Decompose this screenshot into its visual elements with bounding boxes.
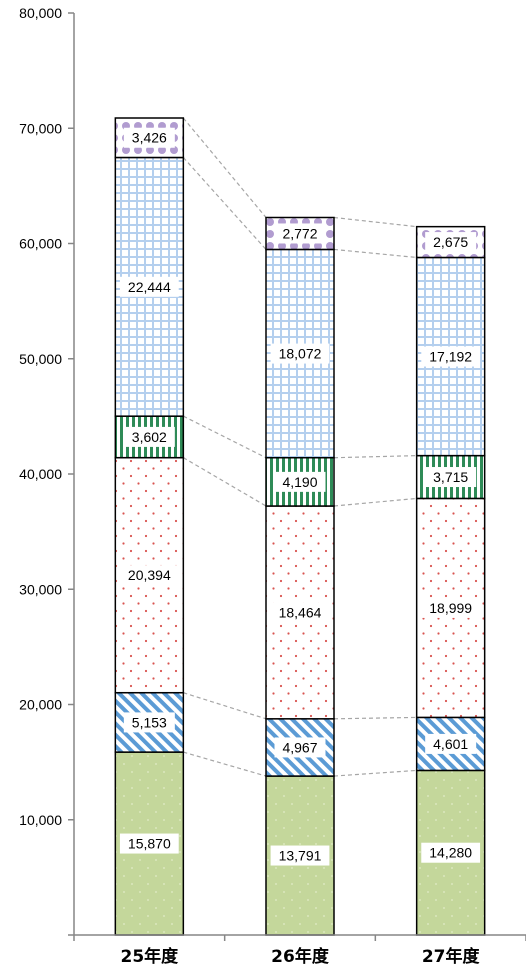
data-label: 18,464 <box>279 604 322 620</box>
connector-line <box>183 692 267 720</box>
data-label: 4,601 <box>433 736 468 752</box>
connector-line <box>182 117 267 218</box>
y-tick-label: 50,000 <box>19 351 62 367</box>
x-tick-label: 27年度 <box>422 946 481 967</box>
data-label: 4,967 <box>282 739 317 755</box>
data-label: 22,444 <box>128 279 171 295</box>
data-label-box <box>119 276 179 297</box>
data-label-box <box>123 127 175 148</box>
data-label-box <box>270 845 330 866</box>
data-label-box <box>270 602 330 623</box>
connector-line <box>183 415 267 459</box>
connector-line <box>183 751 267 777</box>
data-label: 3,426 <box>132 130 167 146</box>
connector-line <box>333 216 417 228</box>
connector-line <box>333 769 417 777</box>
data-label-box <box>274 471 326 492</box>
connector-line <box>333 248 417 259</box>
axes: 10,000 20,000 30,000 40,000 50,000 60,000 70,0… <box>19 5 526 967</box>
data-label-box <box>270 343 330 364</box>
y-tick-label: 10,000 <box>19 812 62 828</box>
data-label: 2,675 <box>433 234 468 250</box>
data-label: 14,280 <box>429 845 472 861</box>
x-tick-label: 26年度 <box>271 946 330 967</box>
data-label: 15,870 <box>128 836 171 852</box>
data-label-box <box>123 712 175 733</box>
bar-stacks: 15,870 13,791 14,280 5,153 4,967 4,601 20,394 1… <box>114 117 486 936</box>
data-label-box <box>421 597 481 618</box>
y-tick-label: 40,000 <box>19 466 62 482</box>
connector-line <box>333 455 417 459</box>
data-label-box <box>274 737 326 758</box>
data-label: 5,153 <box>132 714 167 730</box>
data-label: 20,394 <box>128 567 171 583</box>
data-label: 18,072 <box>279 346 322 362</box>
data-label-box <box>421 842 481 863</box>
data-label-box <box>123 426 175 447</box>
data-label-box <box>425 467 477 488</box>
data-label-box <box>421 346 481 367</box>
data-label: 18,999 <box>429 600 472 616</box>
data-label-box <box>119 565 179 586</box>
connector-line <box>333 497 417 507</box>
y-tick-label: 80,000 <box>19 5 62 21</box>
data-label-box <box>425 733 477 754</box>
data-label: 2,772 <box>282 225 317 241</box>
data-label: 13,791 <box>279 848 322 864</box>
y-tick-label: 70,000 <box>19 120 62 136</box>
connector-line <box>333 716 417 720</box>
y-tick-label: 20,000 <box>19 697 62 713</box>
data-label: 3,602 <box>132 429 167 445</box>
connector-lines <box>182 117 417 777</box>
connector-line <box>183 457 267 507</box>
data-label-box <box>425 232 477 253</box>
y-tick-label: 60,000 <box>19 236 62 252</box>
connector-line <box>182 157 267 250</box>
data-label-box <box>119 833 179 854</box>
y-tick-label: 30,000 <box>19 581 62 597</box>
data-label: 17,192 <box>429 349 472 365</box>
x-tick-label: 25年度 <box>120 946 179 967</box>
data-label-box <box>274 223 326 244</box>
data-label: 3,715 <box>433 469 468 485</box>
data-label: 4,190 <box>282 474 317 490</box>
